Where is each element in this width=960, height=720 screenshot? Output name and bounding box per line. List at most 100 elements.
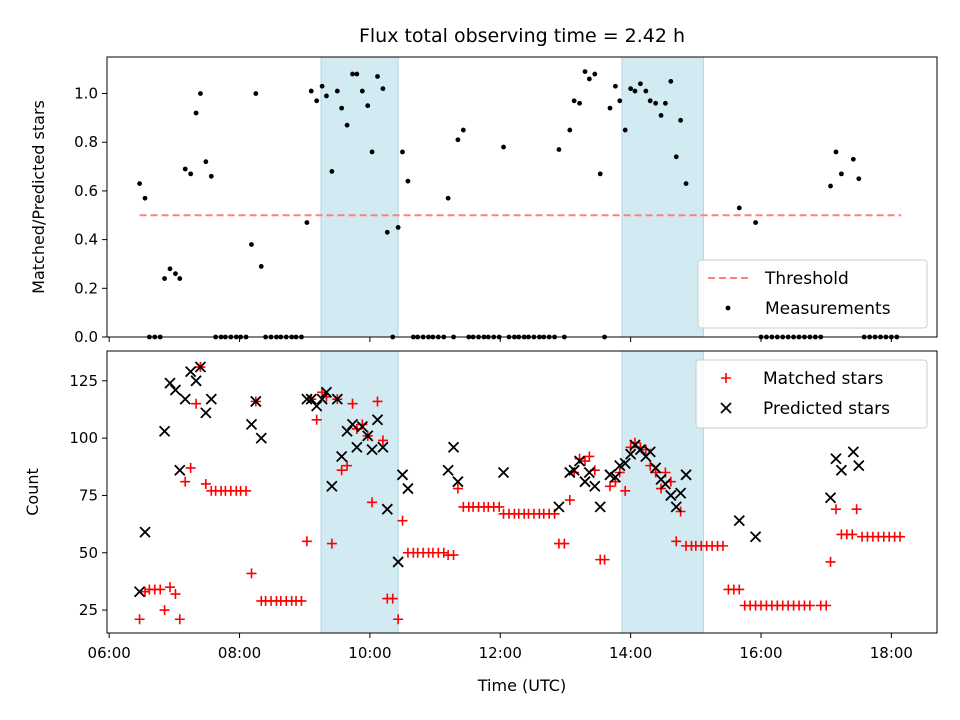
legend-box [697,259,928,329]
predicted-star-point [164,377,176,389]
y-tick-label: 50 [79,544,98,562]
measurement-point [445,195,451,201]
legend-label: Measurements [765,299,891,319]
predicted-star-point [190,375,202,387]
measurement-point [838,171,844,177]
predicted-star-point [250,395,262,408]
measurement-point [833,149,839,155]
matched-star-point [372,396,383,407]
matched-star-point [165,582,176,593]
measurement-point [380,86,386,92]
y-axis-label: Count [23,468,42,516]
matched-star-point [559,538,570,549]
measurement-point [668,78,674,84]
measurement-point [319,83,325,89]
measurement-point [856,176,862,182]
predicted-star-point [619,457,631,469]
measurement-point [405,178,411,184]
measurement-point [653,100,659,106]
x-tick-label: 18:00 [870,644,913,662]
matched-star-point [452,483,463,494]
measurement-point [334,88,340,94]
matched-star-point [377,435,388,446]
legend-predicted-marker [720,402,732,414]
predicted-star-point [341,425,353,437]
measurement-point [324,93,329,99]
matched-star-point [895,531,906,542]
matched-star-point [564,495,575,506]
predicted-star-point [396,469,409,481]
measurement-point [613,83,618,89]
matched-star-point [640,444,651,455]
measurement-point [586,76,592,82]
measurement-point [592,71,598,77]
matched-star-point [367,497,378,508]
measurement-point [658,113,664,118]
predicted-star-point [245,418,258,431]
predicted-star-point [665,489,677,502]
measurement-point [249,242,254,247]
measurement-point [395,225,401,230]
measurement-point [556,147,562,152]
measurement-point [678,117,684,123]
predicted-star-point [336,450,348,463]
matched-star-point [397,515,408,526]
predicted-star-point [362,430,374,442]
predicted-star-point [830,453,842,465]
matched-star-point [134,614,145,625]
measurement-point [167,266,173,272]
matched-star-point [387,593,398,604]
matched-star-point [671,536,682,547]
matched-star-point [311,414,322,425]
predicted-star-point [346,418,359,431]
predicted-star-point [169,384,182,396]
predicted-star-point [644,446,656,458]
measurement-point [400,149,405,155]
measurement-point [253,91,259,96]
predicted-star-point [174,464,186,476]
predicted-star-point [589,480,601,492]
measurement-point [567,127,573,133]
y-tick-label: 0.8 [74,133,98,151]
matched-star-point [847,529,858,540]
measurement-point [597,171,603,177]
predicted-star-point [749,531,762,543]
matched-star-point [326,538,337,549]
matched-star-point [301,536,312,547]
predicted-star-point [133,586,146,598]
measurement-point [577,100,582,106]
measurement-point [177,276,183,281]
legend-label: Matched stars [763,369,883,389]
predicted-star-point [680,469,692,481]
legend-label: Predicted stars [763,399,890,419]
predicted-star-point [568,464,580,476]
predicted-star-point [497,466,510,479]
x-tick-label: 08:00 [218,644,261,662]
predicted-star-point [371,414,384,426]
predicted-star-point [381,503,393,515]
legend: Matched stars Predicted stars [695,359,928,429]
predicted-star-point [452,476,464,488]
measurement-point [643,88,649,94]
x-tick-label: 06:00 [88,644,131,662]
matched-star-point [825,556,836,567]
measurement-point [617,98,623,104]
predicted-star-point [305,393,317,405]
predicted-star-point [853,459,865,472]
legend-measurement-marker [725,305,731,311]
measurement-point [663,100,668,106]
predicted-star-point [625,448,637,460]
measurement-point [173,271,178,277]
predicted-star-point [553,501,565,513]
predicted-star-point [158,425,171,437]
matched-star-point [246,568,257,579]
x-tick-label: 14:00 [609,644,652,662]
predicted-star-point [847,446,859,458]
measurement-point [208,173,214,179]
predicted-star-point [649,462,662,474]
y-tick-label: 125 [69,372,98,390]
predicted-star-point [316,393,328,405]
predicted-star-point [733,515,745,527]
top-panel: 0.0 0.2 0.4 0.6 0.8 1.0 Matched/Predicted star… [29,56,938,346]
